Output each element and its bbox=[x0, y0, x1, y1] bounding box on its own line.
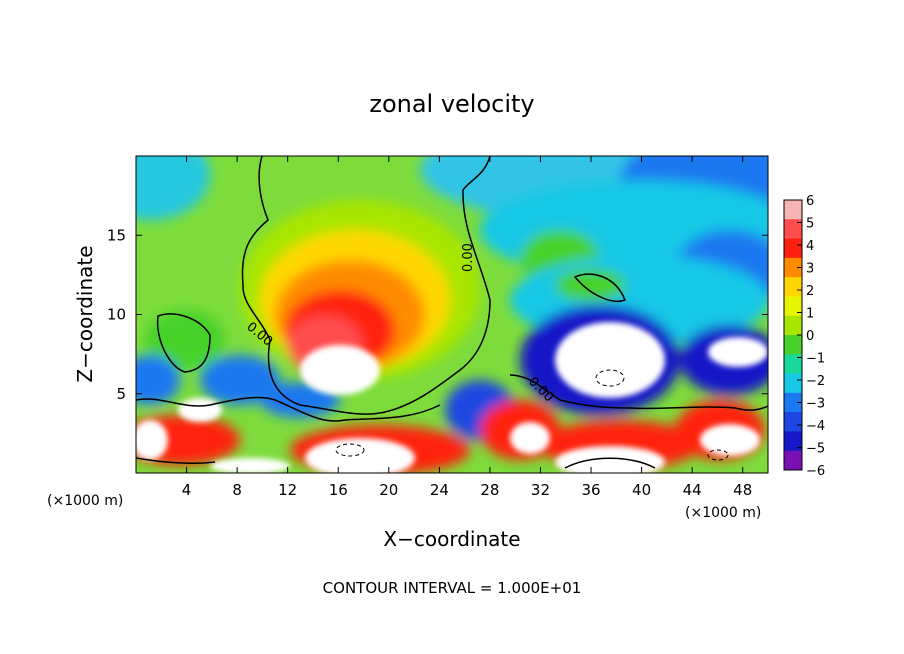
colorbar-tick-label: −5 bbox=[806, 442, 825, 457]
colorbar-tick-label: 6 bbox=[806, 194, 814, 209]
colorbar-tick-label: 5 bbox=[806, 217, 814, 232]
y-tick-label: 15 bbox=[107, 226, 126, 244]
colorbar-swatch bbox=[784, 200, 802, 220]
colorbar-swatch bbox=[784, 412, 802, 432]
y-axis: 5 10 15 bbox=[107, 226, 768, 403]
colorbar-tick-label: 4 bbox=[806, 239, 814, 254]
heatmap-field: 0.00 0.00 0.00 bbox=[136, 156, 768, 473]
colorbar-swatch bbox=[784, 219, 802, 240]
x-tick-label: 40 bbox=[632, 481, 651, 499]
x-tick-label: 44 bbox=[683, 481, 702, 499]
colorbar-swatch bbox=[784, 296, 802, 317]
colorbar-tick-label: 2 bbox=[806, 284, 814, 299]
colorbar-tick-label: 0 bbox=[806, 329, 814, 344]
x-tick-label: 8 bbox=[232, 481, 242, 499]
y-tick-label: 10 bbox=[107, 306, 126, 324]
x-axis: 4 8 12 16 20 24 28 32 36 40 44 48 bbox=[182, 156, 752, 499]
colorbar-swatch bbox=[784, 238, 802, 259]
y-tick-label: 5 bbox=[116, 385, 126, 403]
x-unit-right: (×1000 m) bbox=[685, 505, 761, 521]
colorbar-tick-label: −2 bbox=[806, 374, 825, 389]
colorbar-tick-label: 1 bbox=[806, 307, 814, 322]
chart-title: zonal velocity bbox=[369, 90, 534, 118]
x-tick-label: 20 bbox=[379, 481, 398, 499]
x-tick-label: 4 bbox=[182, 481, 192, 499]
contour-label-b: 0.00 bbox=[461, 243, 476, 272]
colorbar-tick-label: 3 bbox=[806, 262, 814, 277]
colorbar-swatch bbox=[784, 431, 802, 452]
colorbar-tick-label: −6 bbox=[806, 464, 825, 479]
x-tick-label: 12 bbox=[278, 481, 297, 499]
x-tick-label: 16 bbox=[329, 481, 348, 499]
colorbar-tick-label: −1 bbox=[806, 352, 825, 367]
colorbar-swatch bbox=[784, 373, 802, 394]
colorbar-tick-label: −3 bbox=[806, 397, 825, 412]
x-tick-label: 24 bbox=[430, 481, 449, 499]
x-tick-label: 28 bbox=[480, 481, 499, 499]
colorbar-swatch bbox=[784, 354, 802, 375]
x-axis-label: X−coordinate bbox=[383, 527, 520, 551]
colorbar: 6 5 4 3 2 1 0 −1 −2 −3 −4 −5 −6 bbox=[783, 194, 825, 479]
x-tick-label: 48 bbox=[733, 481, 752, 499]
x-tick-label: 36 bbox=[581, 481, 600, 499]
colorbar-swatch bbox=[784, 335, 802, 355]
x-tick-label: 32 bbox=[531, 481, 550, 499]
colorbar-swatch bbox=[784, 315, 802, 336]
y-axis-label: Z−coordinate bbox=[73, 245, 97, 382]
contour-interval-note: CONTOUR INTERVAL = 1.000E+01 bbox=[323, 579, 582, 597]
colorbar-swatch bbox=[784, 257, 802, 278]
colorbar-swatch bbox=[784, 277, 802, 297]
x-unit-left: (×1000 m) bbox=[47, 493, 123, 509]
colorbar-swatch bbox=[784, 392, 802, 413]
colorbar-swatch bbox=[784, 450, 802, 471]
colorbar-tick-label: −4 bbox=[806, 419, 825, 434]
